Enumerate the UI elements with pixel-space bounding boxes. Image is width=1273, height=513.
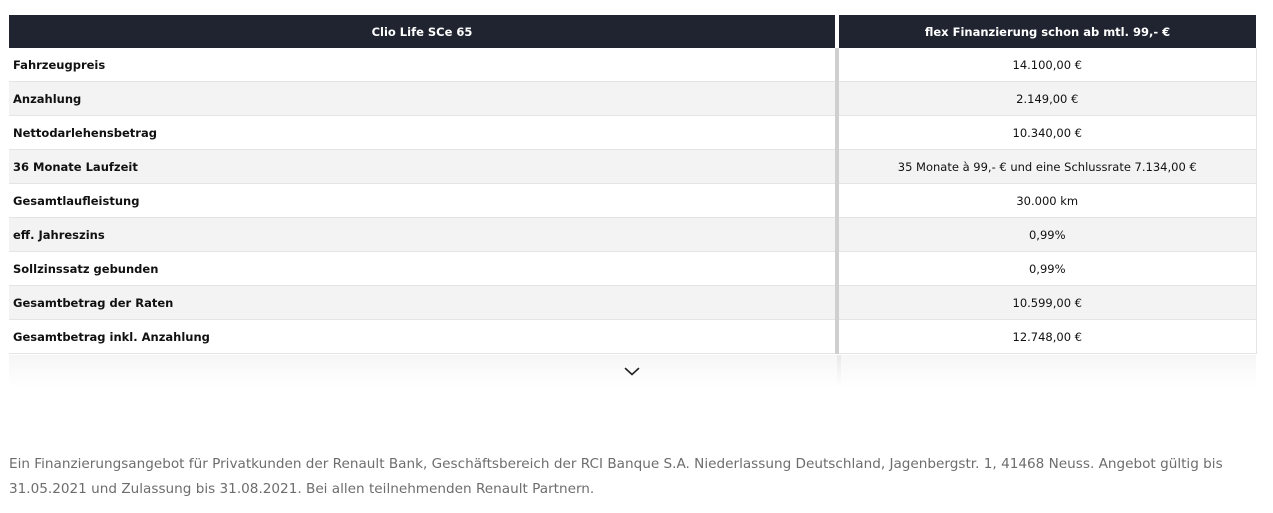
row-value: 30.000 km: [837, 183, 1257, 218]
table-row: Nettodarlehensbetrag 10.340,00 €: [9, 115, 1257, 150]
row-label: Fahrzeugpreis: [9, 48, 839, 82]
table-row: Fahrzeugpreis 14.100,00 €: [9, 48, 1257, 82]
table-header-row: Clio Life SCe 65 flex Finanzierung schon…: [9, 15, 1256, 48]
row-label: Anzahlung: [9, 81, 839, 116]
row-label: eff. Jahreszins: [9, 217, 839, 252]
table-row: Gesamtlaufleistung 30.000 km: [9, 183, 1257, 218]
row-value: 35 Monate à 99,- € und eine Schlussrate …: [837, 149, 1257, 184]
legal-footnote: Ein Finanzierungsangebot für Privatkunde…: [9, 456, 1223, 497]
table-row: Anzahlung 2.149,00 €: [9, 81, 1257, 116]
header-model: Clio Life SCe 65: [9, 15, 839, 48]
row-value: 0,99%: [837, 251, 1257, 286]
table-row: Sollzinssatz gebunden 0,99%: [9, 251, 1257, 286]
financing-table-container: Clio Life SCe 65 flex Finanzierung schon…: [9, 15, 1257, 354]
financing-table: Clio Life SCe 65 flex Finanzierung schon…: [9, 15, 1257, 354]
row-label: 36 Monate Laufzeit: [9, 149, 839, 184]
row-value: 10.599,00 €: [837, 285, 1257, 320]
row-label: Nettodarlehensbetrag: [9, 115, 839, 150]
table-row: eff. Jahreszins 0,99%: [9, 217, 1257, 252]
row-label: Gesamtbetrag inkl. Anzahlung: [9, 319, 839, 354]
table-row: Gesamtbetrag der Raten 10.599,00 €: [9, 285, 1257, 320]
row-label: Sollzinssatz gebunden: [9, 251, 839, 286]
row-value: 12.748,00 €: [837, 319, 1257, 354]
table-fade-overlay: [9, 355, 1256, 387]
table-row: Gesamtbetrag inkl. Anzahlung 12.748,00 €: [9, 319, 1257, 354]
table-row: 36 Monate Laufzeit 35 Monate à 99,- € un…: [9, 149, 1257, 184]
row-label: Gesamtbetrag der Raten: [9, 285, 839, 320]
row-value: 10.340,00 €: [837, 115, 1257, 150]
header-financing: flex Finanzierung schon ab mtl. 99,- €: [837, 15, 1256, 48]
row-value: 14.100,00 €: [837, 48, 1257, 82]
row-value: 0,99%: [837, 217, 1257, 252]
chevron-down-icon[interactable]: [624, 365, 640, 377]
row-label: Gesamtlaufleistung: [9, 183, 839, 218]
column-divider: [837, 355, 841, 387]
row-value: 2.149,00 €: [837, 81, 1257, 116]
